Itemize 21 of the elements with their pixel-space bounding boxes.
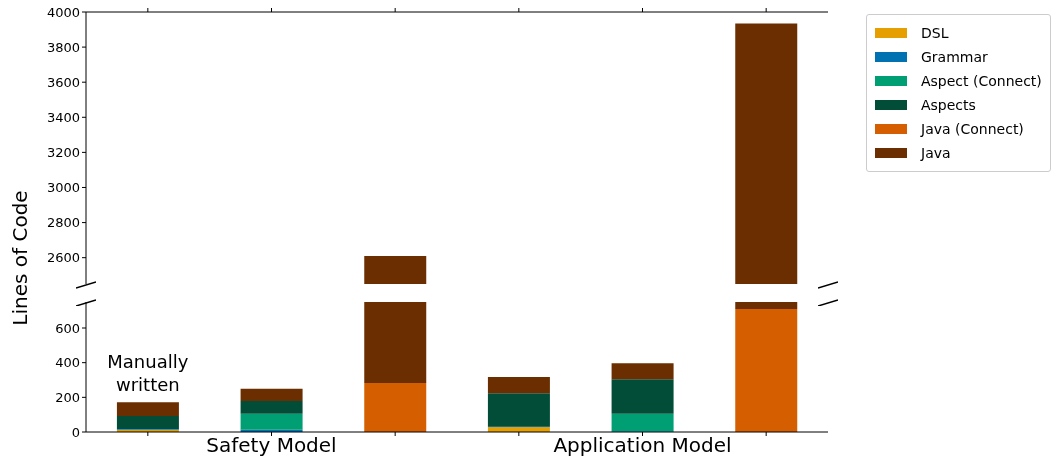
- y-tick-label: 3800: [46, 39, 80, 55]
- legend-label: Java: [921, 145, 951, 161]
- y-tick-label: 600: [55, 320, 80, 336]
- y-tick-label: 3400: [46, 109, 80, 125]
- legend-label: Grammar: [921, 49, 988, 65]
- legend-label: DSL: [921, 25, 949, 41]
- annotation: Manually written: [106, 350, 190, 397]
- y-tick-label: 3000: [46, 180, 80, 196]
- y-tick-label: 3200: [46, 145, 80, 160]
- legend-label: Java (Connect): [921, 121, 1024, 137]
- y-tick-label: 0: [71, 424, 80, 440]
- y-tick-label: 400: [55, 355, 80, 371]
- y-tick-label: 200: [55, 389, 80, 405]
- x-tick-label: Safety Model: [206, 433, 337, 458]
- y-tick-label: 2800: [46, 215, 80, 231]
- legend-label: Aspects: [921, 97, 976, 113]
- y-axis-title: Lines of Code: [8, 190, 32, 326]
- y-tick-label: 2600: [46, 250, 80, 266]
- legend-label: Aspect (Connect): [921, 73, 1042, 89]
- y-tick-label: 3600: [46, 74, 80, 90]
- x-tick-label: Application Model: [553, 433, 732, 458]
